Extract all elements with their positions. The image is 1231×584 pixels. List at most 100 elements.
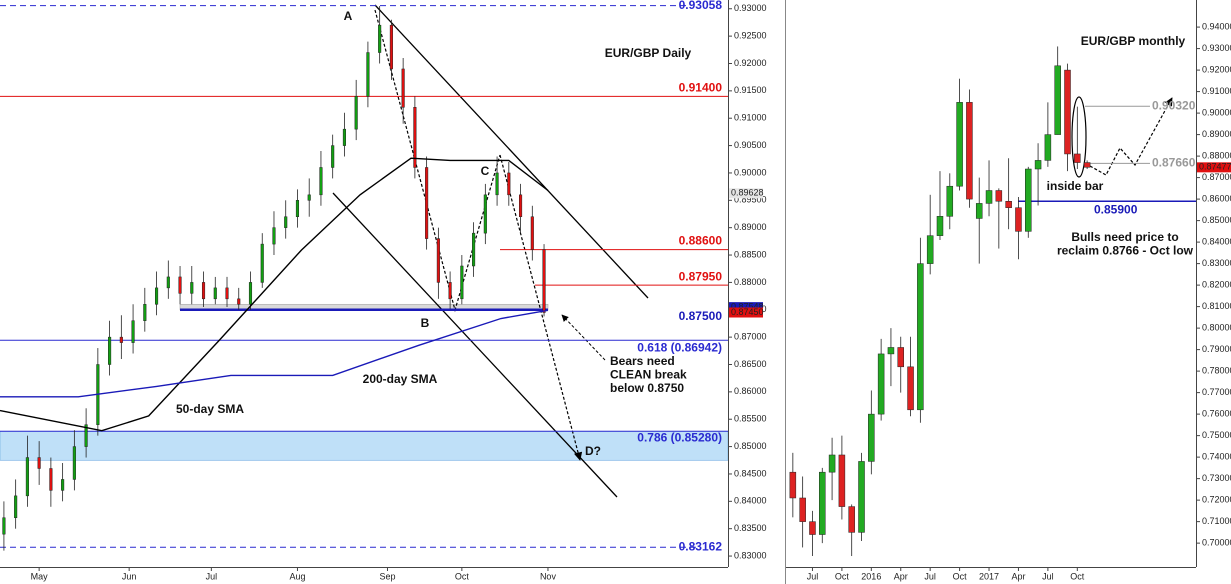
y-tick-label: 0.89000 bbox=[734, 222, 767, 232]
x-tick-label: Apr bbox=[1011, 571, 1025, 581]
candle-body bbox=[190, 282, 194, 294]
annotation: B bbox=[421, 316, 430, 330]
annotation: D? bbox=[585, 444, 601, 458]
annotation: inside bar bbox=[1047, 179, 1104, 193]
x-tick-label: Sep bbox=[379, 571, 395, 581]
candle-body bbox=[530, 216, 534, 250]
x-tick-label: Oct bbox=[455, 571, 470, 581]
candle-body bbox=[401, 68, 405, 108]
y-tick-label: 0.93000 bbox=[734, 3, 767, 13]
annotation: A bbox=[344, 9, 353, 23]
series-label: 50-day SMA bbox=[176, 402, 244, 416]
annotation: C bbox=[481, 164, 490, 178]
candle-body bbox=[354, 96, 358, 130]
candle-body bbox=[389, 24, 393, 70]
price-tag-label: 0.89628 bbox=[731, 188, 764, 198]
candle-body bbox=[331, 145, 335, 168]
candle-body bbox=[495, 172, 499, 196]
y-tick-label: 0.92000 bbox=[734, 58, 767, 68]
candle-body bbox=[25, 457, 29, 497]
candle-body bbox=[966, 102, 973, 200]
candle-body bbox=[131, 320, 135, 343]
candle-body bbox=[436, 238, 440, 283]
candle-body bbox=[946, 185, 954, 217]
y-tick-label: 0.86000 bbox=[734, 386, 767, 396]
candle-body bbox=[1083, 162, 1091, 168]
price-tag bbox=[729, 302, 763, 313]
x-tick-label: 2016 bbox=[861, 571, 881, 581]
candle-body bbox=[1005, 201, 1012, 208]
candle-body bbox=[897, 347, 904, 368]
x-tick-label: Oct bbox=[953, 571, 968, 581]
price-tag-label: 0.87450 bbox=[731, 307, 764, 317]
y-tick-label: 0.94000 bbox=[1202, 21, 1231, 31]
candle-body bbox=[828, 454, 836, 473]
candle-body bbox=[907, 366, 914, 411]
y-tick-label: 0.89500 bbox=[734, 195, 767, 205]
y-tick-label: 0.91000 bbox=[734, 113, 767, 123]
candle-body bbox=[838, 454, 846, 507]
candle-body bbox=[119, 336, 123, 343]
candle-body bbox=[975, 203, 983, 219]
level-label: 0.88600 bbox=[679, 234, 723, 248]
level-label: 0.786 (0.85280) bbox=[637, 430, 722, 444]
candle-body bbox=[155, 287, 159, 305]
candle-body bbox=[858, 461, 865, 533]
candle-body bbox=[519, 194, 523, 217]
level-label: 0.87500 bbox=[679, 309, 723, 323]
y-tick-label: 0.83000 bbox=[734, 550, 767, 560]
y-tick-label: 0.88500 bbox=[734, 249, 767, 259]
candle-body bbox=[848, 506, 855, 533]
y-tick-label: 0.83000 bbox=[1202, 258, 1231, 268]
projection-arrow bbox=[499, 154, 583, 461]
series-label: 200-day SMA bbox=[363, 372, 438, 386]
candle-body bbox=[108, 336, 112, 365]
x-tick-label: Jul bbox=[206, 571, 218, 581]
y-tick-label: 0.88000 bbox=[734, 277, 767, 287]
candle-body bbox=[366, 52, 370, 97]
candle-body bbox=[507, 172, 511, 196]
candle-body bbox=[799, 497, 806, 522]
candle-body bbox=[248, 282, 253, 305]
candle-body bbox=[201, 282, 206, 300]
price-tag-label: 0.87548 bbox=[731, 302, 764, 312]
candle-body bbox=[483, 194, 487, 234]
y-tick-label: 0.92500 bbox=[734, 30, 767, 40]
candle-body bbox=[284, 216, 288, 228]
callout-arrow bbox=[561, 314, 606, 361]
annotation: below 0.8750 bbox=[610, 381, 684, 395]
y-tick-label: 0.92000 bbox=[1202, 64, 1231, 74]
candle-body bbox=[272, 227, 276, 245]
y-tick-label: 0.84000 bbox=[1202, 236, 1231, 246]
y-tick-label: 0.93000 bbox=[1202, 43, 1231, 53]
candle-body bbox=[14, 495, 18, 518]
y-tick-label: 0.90000 bbox=[1202, 107, 1231, 117]
x-tick-label: Nov bbox=[540, 571, 557, 581]
y-tick-label: 0.90500 bbox=[734, 140, 767, 150]
candle-body bbox=[178, 276, 182, 294]
x-tick-label: 2017 bbox=[979, 571, 999, 581]
candle-body bbox=[61, 479, 65, 491]
level-label: 0.93058 bbox=[679, 0, 723, 12]
candle-body bbox=[166, 276, 170, 289]
candle-body bbox=[295, 200, 300, 217]
candle-body bbox=[307, 194, 311, 201]
candle-body bbox=[809, 521, 816, 535]
y-tick-label: 0.87000 bbox=[1202, 172, 1231, 182]
candle-body bbox=[819, 471, 826, 535]
candle-body bbox=[877, 353, 885, 415]
x-tick-label: May bbox=[31, 571, 49, 581]
annotation: Bulls need price to bbox=[1071, 230, 1178, 244]
y-tick-label: 0.83500 bbox=[734, 523, 767, 533]
candle-body bbox=[260, 243, 264, 283]
candle-body bbox=[448, 282, 452, 300]
